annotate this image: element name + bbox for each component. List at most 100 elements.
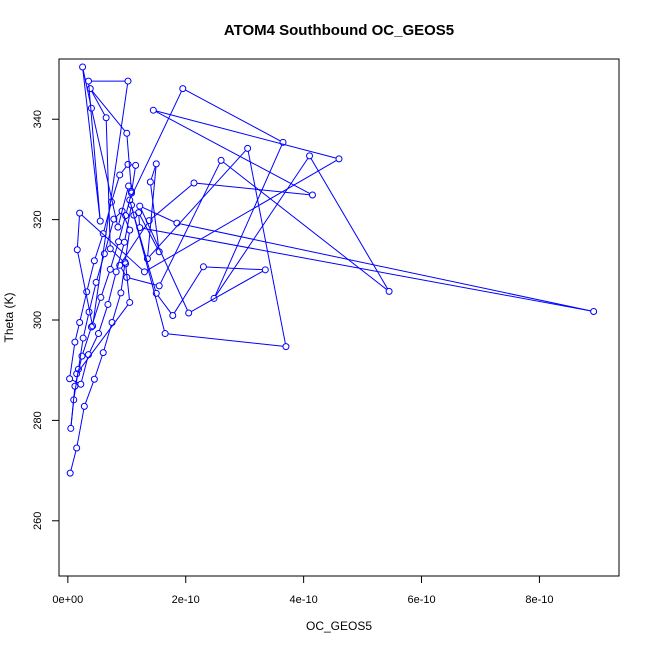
data-point bbox=[146, 178, 154, 186]
series-segment bbox=[160, 162, 221, 284]
data-point bbox=[199, 263, 207, 271]
data-point bbox=[71, 382, 79, 390]
data-point bbox=[126, 196, 134, 204]
series-segment bbox=[81, 357, 89, 382]
data-point bbox=[125, 182, 133, 190]
series-segment bbox=[129, 277, 157, 286]
data-point bbox=[123, 129, 131, 137]
data-point bbox=[306, 152, 314, 160]
data-point bbox=[79, 63, 87, 71]
data-point bbox=[90, 257, 98, 265]
series-segment bbox=[94, 355, 103, 377]
data-point bbox=[173, 219, 181, 227]
data-point bbox=[92, 278, 100, 286]
data-point bbox=[86, 85, 94, 93]
data-point bbox=[116, 171, 124, 179]
data-point bbox=[71, 338, 79, 346]
data-point bbox=[79, 334, 87, 342]
data-point bbox=[115, 238, 123, 246]
series-segment bbox=[82, 329, 91, 354]
series-segment bbox=[142, 206, 175, 223]
series-segment bbox=[69, 344, 75, 376]
data-point bbox=[66, 375, 74, 383]
series-segment bbox=[86, 263, 95, 290]
data-point bbox=[76, 209, 84, 217]
series-segment bbox=[120, 222, 148, 264]
data-point bbox=[117, 289, 125, 297]
series-segment bbox=[112, 250, 124, 263]
series-segment bbox=[70, 389, 76, 426]
x-tick-label: 4e-10 bbox=[290, 594, 318, 606]
data-point bbox=[132, 161, 140, 169]
data-point bbox=[112, 268, 120, 276]
series-segment bbox=[130, 202, 165, 331]
series-segment bbox=[94, 236, 103, 259]
data-point bbox=[185, 309, 193, 317]
data-point bbox=[66, 469, 74, 477]
data-point bbox=[77, 380, 85, 388]
data-point bbox=[73, 246, 81, 254]
y-axis: 260 280 300 320 340 bbox=[32, 110, 60, 530]
y-axis-label: Theta (K) bbox=[2, 292, 16, 342]
data-point bbox=[143, 255, 151, 263]
data-point bbox=[73, 444, 81, 452]
data-point bbox=[99, 230, 107, 238]
data-point bbox=[210, 294, 218, 302]
data-point bbox=[124, 77, 132, 85]
series-segment bbox=[104, 221, 114, 251]
series-segment bbox=[78, 304, 129, 372]
series-segment bbox=[89, 336, 98, 353]
series-segment bbox=[191, 270, 263, 312]
data-point bbox=[308, 191, 316, 199]
series-segment bbox=[118, 218, 126, 239]
data-point bbox=[102, 114, 110, 122]
y-tick-label: 280 bbox=[32, 411, 44, 429]
data-point bbox=[261, 266, 269, 274]
series-segment bbox=[150, 166, 156, 180]
series-segment bbox=[149, 150, 246, 257]
series-segment bbox=[70, 450, 77, 471]
data-point bbox=[110, 215, 118, 223]
series-layer bbox=[66, 63, 598, 477]
data-point bbox=[385, 287, 393, 295]
series-segment bbox=[112, 295, 121, 320]
series-segment bbox=[108, 274, 116, 302]
data-point bbox=[76, 319, 84, 327]
data-point bbox=[135, 209, 143, 217]
data-point bbox=[169, 311, 177, 319]
data-point bbox=[155, 248, 163, 256]
data-point bbox=[590, 307, 598, 315]
series-segment bbox=[115, 212, 121, 218]
data-point bbox=[161, 330, 169, 338]
series-segment bbox=[89, 285, 96, 310]
data-point bbox=[99, 349, 107, 357]
series-segment bbox=[101, 271, 110, 295]
series-segment bbox=[157, 295, 172, 314]
series-segment bbox=[139, 215, 159, 250]
data-point bbox=[90, 375, 98, 383]
series-segment bbox=[142, 227, 591, 312]
data-point bbox=[89, 322, 97, 330]
data-point bbox=[87, 104, 95, 112]
data-point bbox=[335, 155, 343, 163]
series-segment bbox=[75, 325, 80, 340]
x-axis: 0e+00 2e-10 4e-10 6e-10 8e-10 bbox=[52, 575, 553, 606]
data-point bbox=[83, 288, 91, 296]
series-segment bbox=[77, 252, 93, 324]
series-segment bbox=[150, 184, 160, 249]
series-segment bbox=[124, 207, 132, 240]
data-point bbox=[282, 343, 290, 351]
series-segment bbox=[214, 144, 283, 296]
data-point bbox=[104, 300, 112, 308]
series-segment bbox=[118, 188, 129, 225]
data-point bbox=[84, 77, 92, 85]
series-segment bbox=[223, 161, 388, 290]
data-point bbox=[155, 282, 163, 290]
series-segment bbox=[72, 379, 79, 384]
data-point bbox=[74, 365, 82, 373]
series-segment bbox=[76, 216, 80, 247]
data-point bbox=[126, 226, 134, 234]
series-segment bbox=[173, 269, 203, 314]
data-point bbox=[123, 273, 131, 281]
chart-title: ATOM4 Southbound OC_GEOS5 bbox=[224, 22, 454, 39]
